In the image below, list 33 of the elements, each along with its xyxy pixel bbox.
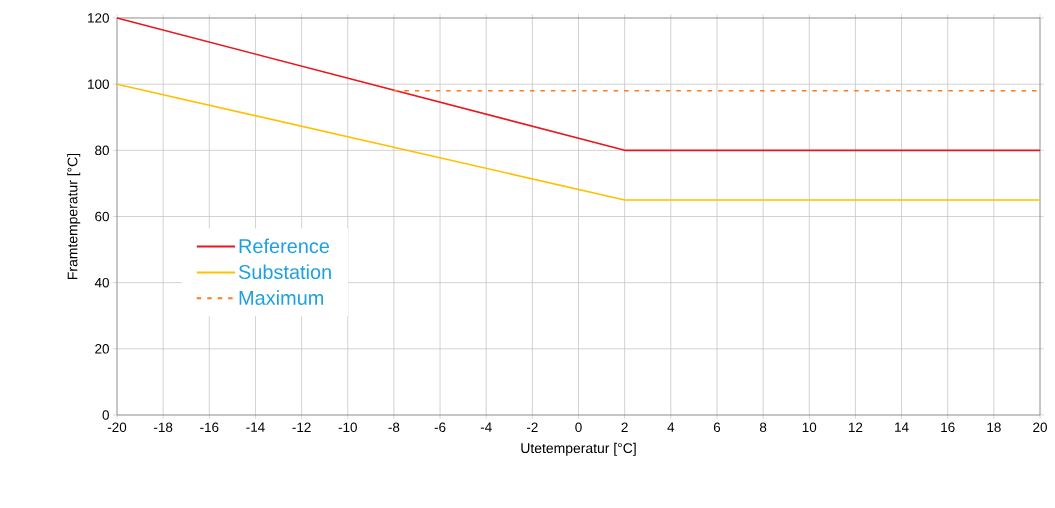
x-tick-label: -16: [200, 422, 219, 433]
x-tick-label: -4: [480, 422, 492, 432]
y-tick-label: 80: [95, 145, 109, 156]
x-tick-label: 2: [621, 422, 628, 432]
x-tick-label: 18: [987, 422, 1001, 433]
y-axis-title: Framtemperatur [°C]: [67, 153, 81, 279]
y-tick-label: 40: [94, 277, 109, 288]
y-tick-label: 120: [88, 13, 109, 23]
x-axis-title: Utetemperatur [°C]: [521, 442, 636, 456]
x-tick-label: -10: [338, 422, 357, 433]
x-tick-label: 8: [759, 422, 767, 433]
x-tick-label: -14: [246, 422, 265, 432]
legend-label: Substation: [238, 264, 331, 280]
y-tick-label: 0: [102, 410, 109, 420]
x-tick-label: -18: [154, 422, 173, 433]
x-tick-label: -6: [434, 422, 446, 433]
x-tick-label: 14: [895, 422, 909, 432]
x-tick-label: 4: [667, 422, 675, 432]
x-tick-label: 10: [802, 422, 817, 433]
x-tick-label: -2: [526, 422, 538, 432]
legend-label: Reference: [239, 238, 330, 254]
y-tick-label: 60: [95, 211, 109, 222]
x-tick-label: -8: [388, 422, 400, 433]
legend-label: Maximum: [239, 290, 324, 305]
y-tick-label: 100: [88, 79, 109, 89]
x-tick-label: 12: [848, 422, 863, 432]
x-tick-label: 6: [713, 422, 721, 433]
x-tick-label: 20: [1033, 422, 1047, 433]
y-tick-label: 20: [95, 344, 109, 354]
x-tick-label: -12: [292, 422, 311, 432]
x-tick-label: 16: [941, 422, 955, 433]
x-tick-label: -20: [107, 422, 127, 433]
x-tick-label: 0: [575, 422, 582, 433]
